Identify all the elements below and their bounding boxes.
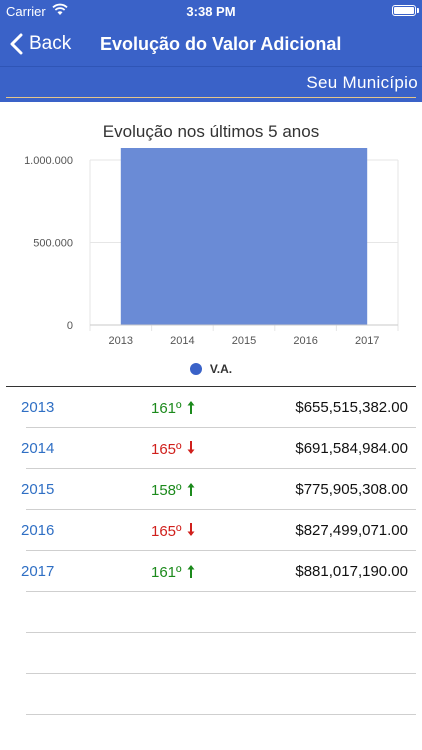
row-value: $827,499,071.00 — [295, 522, 408, 539]
row-rank-value: 161º — [151, 400, 182, 417]
table-row[interactable]: 2014 165º $691,584,984.00 — [21, 428, 416, 469]
row-rank-value: 161º — [151, 564, 182, 581]
wifi-icon — [52, 3, 68, 19]
row-rank: 165º — [151, 522, 221, 542]
table-row[interactable]: 2013 161º $655,515,382.00 — [21, 387, 416, 428]
municipality-header: Seu Município — [0, 66, 422, 102]
table-divider — [6, 386, 416, 387]
back-button-label: Back — [29, 33, 72, 54]
row-rank: 158º — [151, 481, 221, 501]
status-bar: Carrier 3:38 PM — [0, 0, 422, 22]
table-row[interactable]: 2016 165º $827,499,071.00 — [21, 510, 416, 551]
back-button[interactable]: Back — [10, 30, 71, 58]
page-title: Evolução do Valor Adicional — [100, 34, 342, 54]
navigation-bar: Back Evolução do Valor Adicional — [0, 22, 422, 66]
legend-dot-icon — [189, 363, 202, 375]
battery-icon — [392, 5, 416, 16]
series-area — [120, 148, 368, 325]
legend-label: V.A. — [209, 362, 233, 376]
area-chart: 0 500.000 1.000.000 2013 2014 2015 2016 2017 — [24, 148, 399, 347]
chart-title: Evolução nos últimos 5 anos — [102, 122, 320, 141]
ranking-table: 2013 161º $655,515,382.00 2014 165º $691,584,… — [0, 387, 422, 715]
row-value: $775,905,308.00 — [295, 481, 408, 498]
y-tick-label: 500.000 — [33, 238, 73, 250]
arrow-up-icon — [186, 481, 196, 501]
row-rank: 165º — [151, 440, 221, 460]
row-year: 2015 — [21, 481, 55, 498]
row-year: 2017 — [21, 563, 55, 580]
row-rank: 161º — [151, 563, 221, 583]
empty-row — [26, 633, 416, 674]
x-tick-label: 2016 — [293, 335, 317, 347]
row-year: 2016 — [21, 522, 55, 539]
arrow-down-icon — [186, 440, 196, 460]
arrow-up-icon — [186, 563, 196, 583]
status-time: 3:38 PM — [186, 4, 236, 19]
row-value: $655,515,382.00 — [295, 399, 408, 416]
row-rank-value: 165º — [151, 523, 182, 540]
battery-cap — [417, 8, 419, 13]
empty-row — [26, 674, 416, 715]
municipality-label[interactable]: Seu Município — [306, 73, 418, 92]
y-tick-label: 0 — [67, 320, 73, 332]
empty-row — [26, 592, 416, 633]
municipality-underline — [6, 97, 416, 98]
row-year: 2013 — [21, 399, 55, 416]
x-tick-label: 2013 — [109, 335, 133, 347]
row-year: 2014 — [21, 440, 55, 457]
row-rank-value: 158º — [151, 482, 182, 499]
row-value: $691,584,984.00 — [295, 440, 408, 457]
x-tick-label: 2015 — [232, 335, 256, 347]
table-row[interactable]: 2017 161º $881,017,190.00 — [21, 551, 416, 592]
chart-legend[interactable]: V.A. — [0, 362, 422, 376]
carrier-label: Carrier — [6, 4, 46, 19]
chevron-left-icon — [10, 33, 23, 55]
arrow-up-icon — [186, 399, 196, 419]
y-tick-label: 1.000.000 — [24, 155, 73, 167]
table-row[interactable]: 2015 158º $775,905,308.00 — [21, 469, 416, 510]
x-tick-label: 2014 — [170, 335, 194, 347]
row-rank: 161º — [151, 399, 221, 419]
row-rank-value: 165º — [151, 441, 182, 458]
x-tick-label: 2017 — [355, 335, 379, 347]
arrow-down-icon — [186, 522, 196, 542]
row-value: $881,017,190.00 — [295, 563, 408, 580]
